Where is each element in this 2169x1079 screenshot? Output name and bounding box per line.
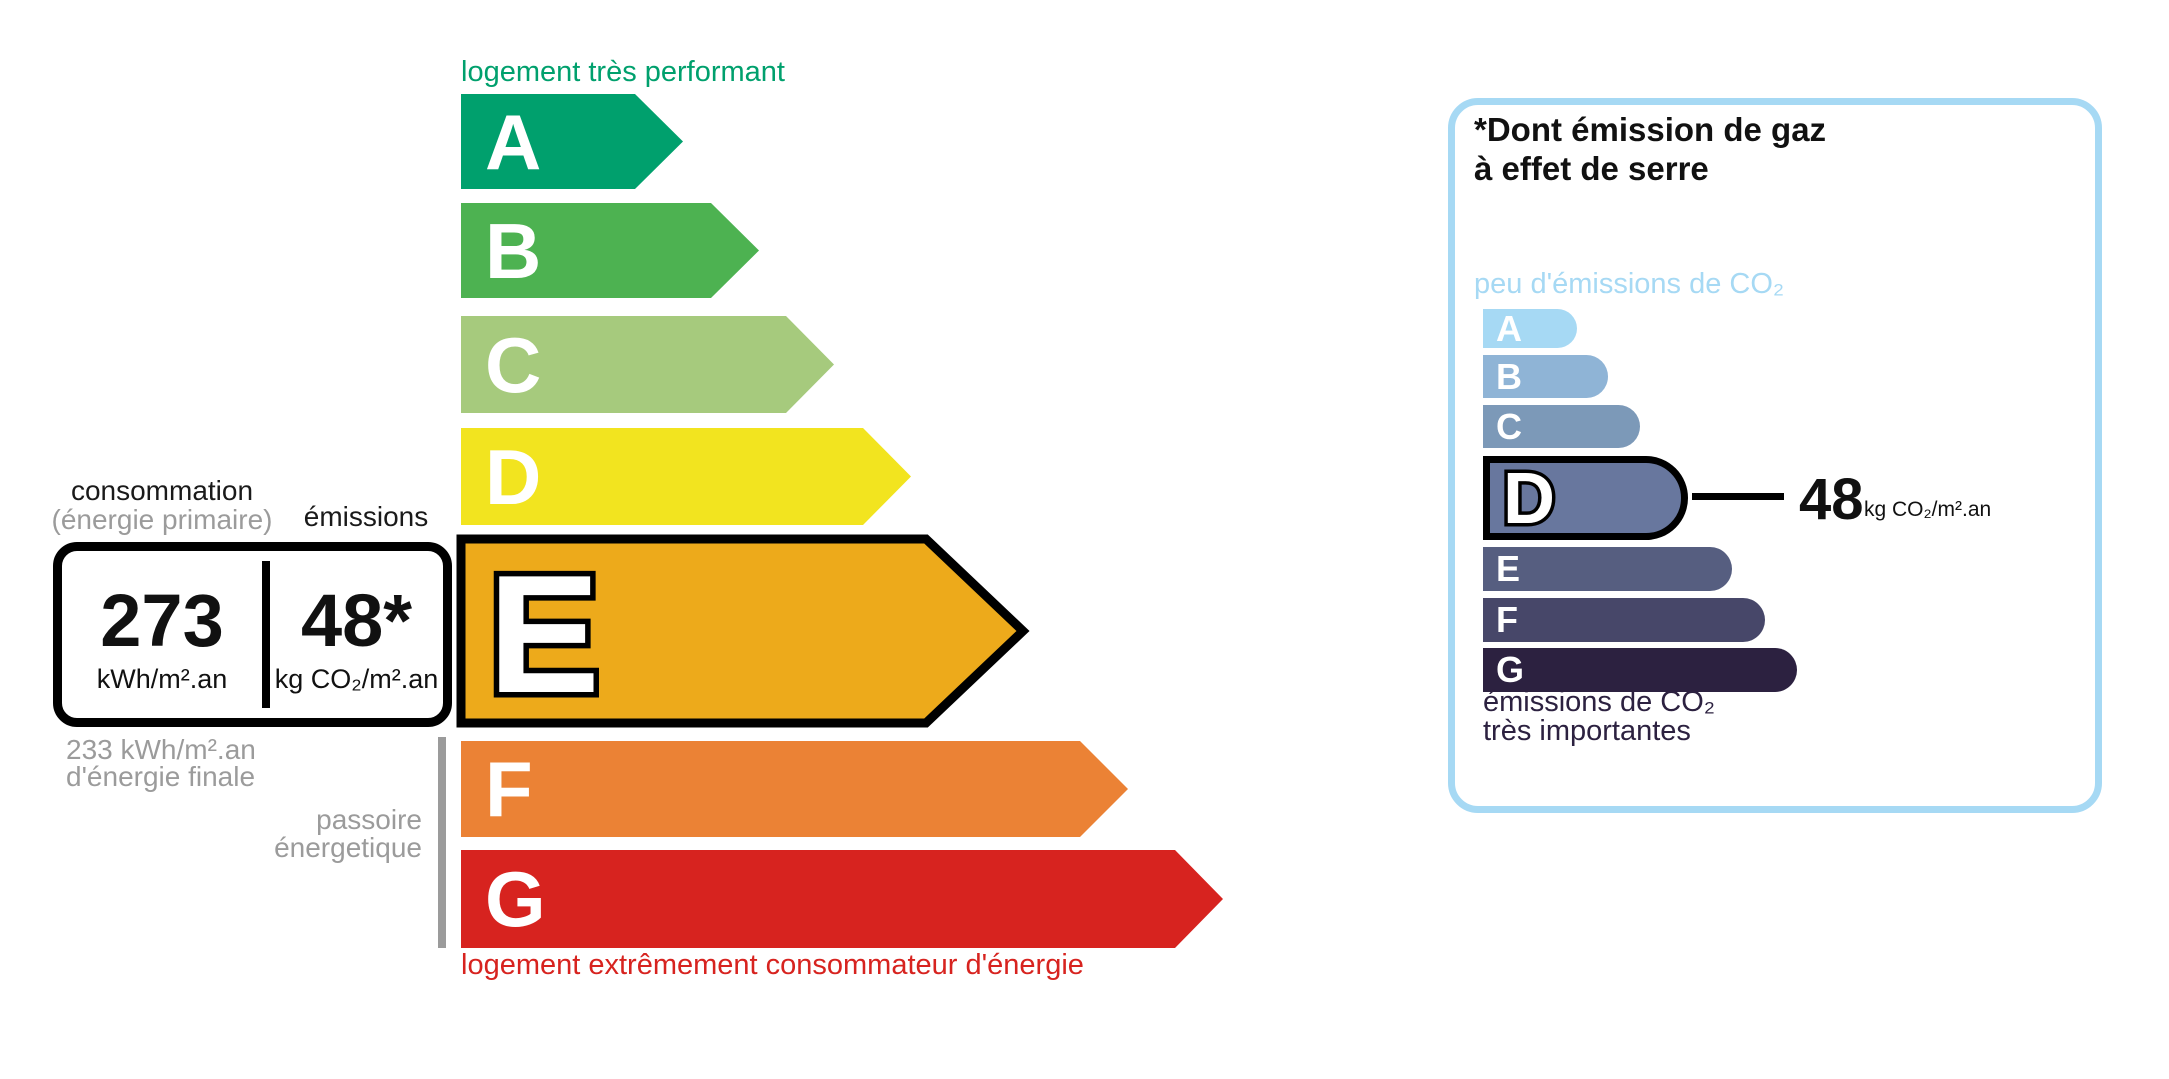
energy-arrow-e-shape (456, 534, 1030, 728)
energy-sieve-annotation: passoire énergetique (230, 806, 422, 862)
score-box: 273 kWh/m².an 48* kg CO₂/m².an (53, 542, 452, 727)
energy-arrow-g: G (461, 850, 1223, 948)
ges-bar-b: B (1483, 355, 1608, 398)
ges-panel-title: *Dont émission de gaz à effet de serre (1474, 110, 1826, 188)
ges-callout-unit: kg CO₂/m².an (1864, 498, 1992, 521)
consumption-unit: kWh/m².an (96, 664, 228, 694)
ges-high-label: émissions de CO₂ très importantes (1483, 688, 1715, 746)
emissions-label: émissions (303, 501, 429, 532)
energy-class-letter-e: E (488, 540, 600, 728)
ges-bar-a: A (1483, 309, 1577, 348)
energy-class-letter-b: B (485, 206, 542, 295)
score-box-divider (262, 561, 270, 708)
ges-bar-g: G (1483, 648, 1797, 692)
energy-class-letter-f: F (485, 745, 533, 833)
ges-bar-e: E (1483, 547, 1732, 591)
emissions-value: 48* (300, 579, 413, 662)
ges-class-letter-d: D (1503, 463, 1555, 533)
final-energy-annotation: 233 kWh/m².an d'énergie finale (66, 734, 256, 792)
energy-arrow-b: B (461, 203, 759, 298)
primary-energy-sublabel: (énergie primaire) (51, 504, 273, 535)
ges-bar-d-selected: D (1483, 456, 1688, 540)
sieve-line1: passoire (316, 804, 422, 835)
emissions-cell: 48* kg CO₂/m².an (270, 551, 443, 718)
label-very-performant: logement très performant (461, 56, 785, 88)
energy-class-letter-g: G (485, 855, 546, 943)
energy-arrow-a: A (461, 94, 683, 189)
sieve-range-bar (438, 737, 446, 948)
energy-class-letter-d: D (485, 432, 542, 521)
energy-arrow-d: D (461, 428, 911, 525)
sieve-line2: énergetique (274, 832, 422, 863)
ges-high-line2: très importantes (1483, 715, 1691, 747)
ges-high-line1: émissions de CO₂ (1483, 686, 1716, 718)
ges-callout-line (1692, 493, 1784, 500)
ges-class-letter-d-svg: D (1500, 463, 1559, 533)
ges-bar-c: C (1483, 405, 1640, 448)
ges-title-line1: *Dont émission de gaz (1474, 111, 1827, 148)
ges-bar-f: F (1483, 598, 1765, 642)
energy-arrow-f: F (461, 741, 1128, 837)
emissions-unit: kg CO₂/m².an (274, 664, 439, 694)
final-energy-line2: d'énergie finale (66, 761, 256, 792)
ges-class-letter-b: B (1496, 355, 1522, 397)
ges-class-letter-g: G (1496, 649, 1525, 690)
ges-class-letter-c: C (1496, 405, 1522, 447)
ges-low-label: peu d'émissions de CO₂ (1474, 268, 1785, 300)
ges-class-letter-e: E (1496, 548, 1521, 589)
ges-class-letter-a: A (1496, 307, 1522, 349)
energy-arrow-e-selected: E (456, 534, 1030, 728)
consumption-cell: 273 kWh/m².an (62, 551, 262, 718)
label-extreme-consumer: logement extrêmement consommateur d'éner… (461, 949, 1084, 981)
energy-class-letter-c: C (485, 320, 542, 409)
consumption-label: consommation (70, 475, 254, 506)
ges-title-line2: à effet de serre (1474, 150, 1709, 187)
ges-class-letter-f: F (1496, 599, 1518, 640)
final-energy-line1: 233 kWh/m².an (66, 734, 256, 765)
consumption-value: 273 (100, 579, 224, 662)
energy-arrow-c: C (461, 316, 834, 413)
energy-class-letter-a: A (485, 97, 542, 186)
ges-callout-value: 48 (1799, 467, 1864, 532)
